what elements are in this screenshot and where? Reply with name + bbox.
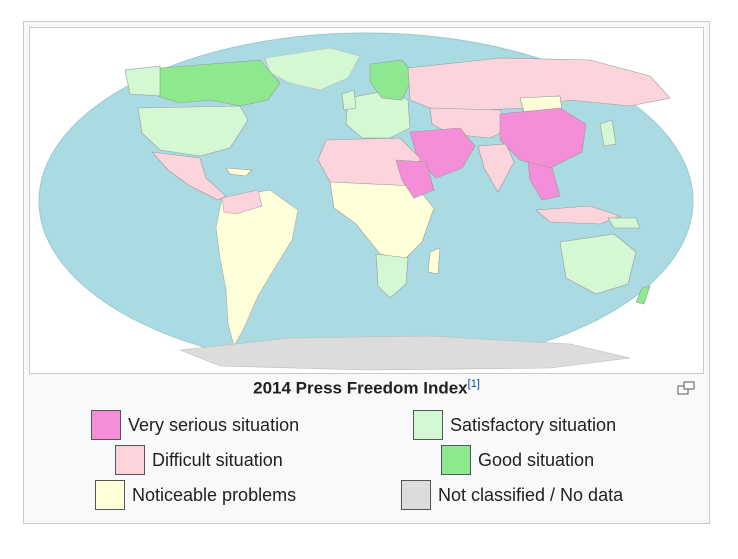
antarctica bbox=[179, 335, 631, 371]
canada bbox=[157, 59, 281, 107]
legend-label: Not classified / No data bbox=[438, 484, 624, 505]
legend-no-data: Not classified / No data bbox=[401, 480, 623, 510]
caption-title: 2014 Press Freedom Index bbox=[253, 378, 468, 398]
india bbox=[477, 143, 515, 193]
caribbean bbox=[225, 167, 253, 177]
legend-very-serious: Very serious situation bbox=[91, 410, 299, 440]
uk-ireland bbox=[341, 89, 357, 111]
japan bbox=[599, 119, 617, 147]
world-map bbox=[38, 32, 694, 371]
legend-label: Very serious situation bbox=[128, 414, 300, 435]
legend-difficult: Difficult situation bbox=[115, 445, 283, 475]
madagascar bbox=[427, 247, 441, 275]
swatch-good bbox=[441, 445, 471, 475]
china bbox=[499, 107, 587, 169]
greenland bbox=[264, 47, 361, 91]
southern-africa bbox=[375, 253, 409, 299]
new-guinea bbox=[607, 217, 641, 229]
new-zealand bbox=[635, 285, 651, 305]
scandinavia bbox=[369, 59, 415, 101]
usa bbox=[137, 105, 249, 157]
legend-label: Difficult situation bbox=[152, 449, 283, 470]
russia bbox=[407, 57, 671, 111]
swatch-difficult bbox=[115, 445, 145, 475]
map-caption: 2014 Press Freedom Index[1] bbox=[24, 378, 709, 399]
horn-of-africa bbox=[395, 159, 435, 199]
reference-link[interactable]: [1] bbox=[467, 378, 480, 390]
legend-label: Good situation bbox=[478, 449, 595, 470]
legend-noticeable: Noticeable problems bbox=[95, 480, 296, 510]
legend-label: Noticeable problems bbox=[132, 484, 297, 505]
legend-label: Satisfactory situation bbox=[450, 414, 617, 435]
map-thumbnail: 2014 Press Freedom Index[1] Very serious… bbox=[23, 21, 710, 524]
legend-good: Good situation bbox=[441, 445, 594, 475]
swatch-satisfactory bbox=[413, 410, 443, 440]
magnify-icon[interactable] bbox=[677, 381, 695, 395]
swatch-no-data bbox=[401, 480, 431, 510]
alaska bbox=[124, 65, 161, 97]
swatch-noticeable bbox=[95, 480, 125, 510]
legend-satisfactory: Satisfactory situation bbox=[413, 410, 616, 440]
world-map-frame[interactable] bbox=[29, 27, 704, 374]
south-america bbox=[215, 189, 299, 347]
southeast-asia bbox=[527, 161, 561, 201]
colombia-venezuela bbox=[221, 189, 263, 215]
australia bbox=[559, 233, 637, 295]
swatch-very-serious bbox=[91, 410, 121, 440]
